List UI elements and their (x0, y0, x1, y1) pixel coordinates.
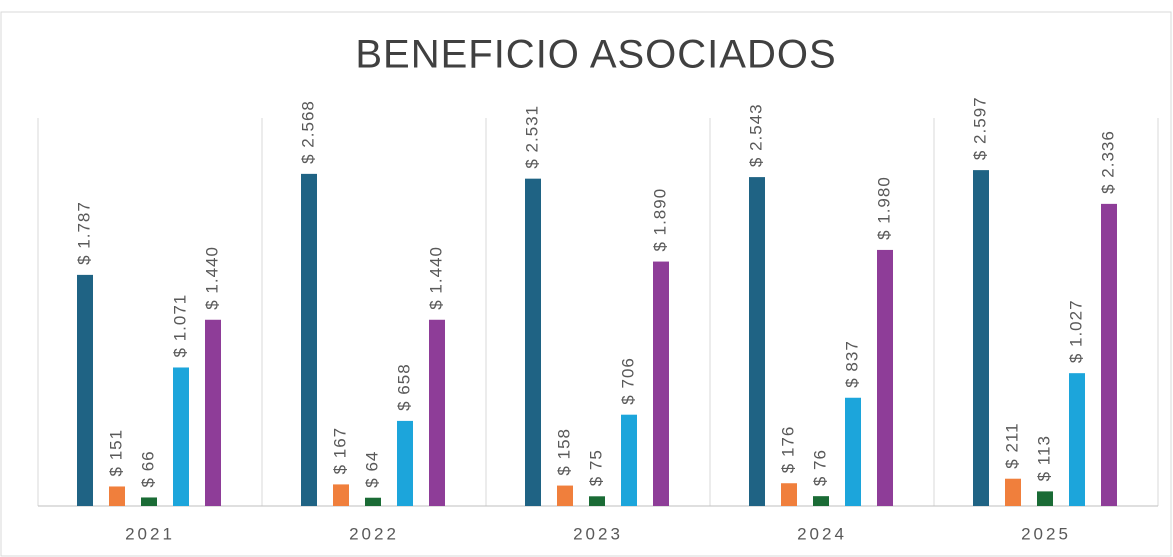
data-label: $ 64 (362, 451, 381, 488)
bar (1005, 478, 1021, 506)
data-label: $ 176 (778, 426, 797, 474)
x-tick-label: 2021 (125, 524, 175, 543)
bar (333, 484, 349, 506)
bar (1037, 491, 1053, 506)
bar (749, 177, 765, 506)
bar (77, 274, 93, 506)
bar (781, 483, 797, 506)
data-label: $ 158 (554, 428, 573, 476)
bar (109, 486, 125, 506)
bar (973, 170, 989, 506)
chart-title: BENEFICIO ASOCIADOS (355, 33, 836, 77)
data-label: $ 1.071 (170, 294, 189, 358)
data-label: $ 2.336 (1098, 130, 1117, 194)
bar (365, 497, 381, 506)
data-label: $ 706 (618, 357, 637, 405)
bar (1069, 373, 1085, 506)
data-label: $ 151 (106, 429, 125, 477)
bar (557, 485, 573, 506)
data-label: $ 76 (810, 449, 829, 486)
x-tick-label: 2024 (797, 524, 847, 543)
bar (301, 173, 317, 506)
bar (141, 497, 157, 506)
bar (845, 397, 861, 506)
bar (205, 319, 221, 506)
bar (653, 261, 669, 506)
bar (525, 178, 541, 506)
x-tick-label: 2022 (349, 524, 399, 543)
data-label: $ 1.980 (874, 176, 893, 240)
data-label: $ 1.027 (1066, 299, 1085, 363)
bar (621, 414, 637, 506)
data-label: $ 75 (586, 449, 605, 486)
data-label: $ 837 (842, 340, 861, 388)
bar (173, 367, 189, 506)
data-label: $ 2.597 (970, 96, 989, 160)
data-label: $ 2.568 (298, 100, 317, 164)
x-tick-label: 2025 (1021, 524, 1071, 543)
data-label: $ 167 (330, 427, 349, 475)
data-label: $ 1.787 (74, 201, 93, 265)
bar (1101, 203, 1117, 507)
data-label: $ 2.531 (522, 105, 541, 169)
bar (813, 496, 829, 506)
bar (397, 420, 413, 506)
data-label: $ 113 (1034, 435, 1053, 481)
bar (429, 319, 445, 506)
data-label: $ 211 (1002, 422, 1021, 468)
bar (589, 496, 605, 506)
bar (877, 249, 893, 507)
data-label: $ 1.440 (202, 246, 221, 310)
data-label: $ 1.440 (426, 246, 445, 310)
data-label: $ 66 (138, 450, 157, 487)
x-tick-label: 2023 (573, 524, 623, 543)
data-label: $ 2.543 (746, 103, 765, 167)
data-label: $ 1.890 (650, 188, 669, 252)
data-label: $ 658 (394, 363, 413, 411)
